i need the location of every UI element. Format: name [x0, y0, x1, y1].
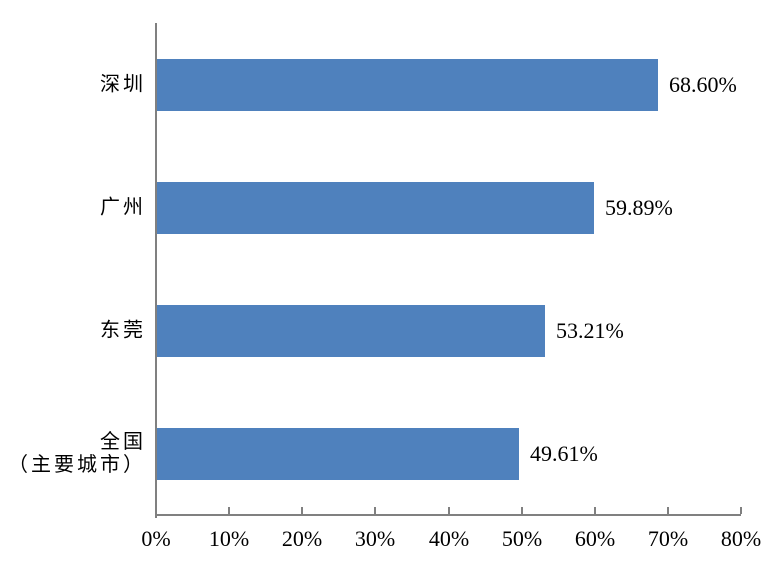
x-axis-tick — [228, 507, 230, 514]
x-axis-tick-label: 50% — [501, 526, 543, 551]
category-label: 东莞 — [100, 319, 146, 342]
bar — [157, 59, 658, 111]
bar-value-label: 68.60% — [669, 71, 737, 97]
x-axis-tick — [740, 507, 742, 514]
bar-value-label: 59.89% — [605, 194, 673, 220]
x-axis-tick-label: 80% — [720, 526, 762, 551]
bar — [157, 182, 594, 234]
x-axis-tick-label: 10% — [208, 526, 250, 551]
bar — [157, 428, 519, 480]
x-axis-tick-label: 20% — [281, 526, 323, 551]
category-label: 深圳 — [100, 73, 146, 96]
x-axis-tick — [448, 507, 450, 514]
x-axis-tick-label: 70% — [647, 526, 689, 551]
x-axis-tick-label: 30% — [354, 526, 396, 551]
x-axis-tick — [521, 507, 523, 514]
x-axis-tick-label: 40% — [428, 526, 470, 551]
x-axis-tick-label: 60% — [574, 526, 616, 551]
category-label: 广州 — [100, 196, 146, 219]
bar — [157, 305, 545, 357]
x-axis-line — [155, 514, 741, 516]
x-axis-tick — [667, 507, 669, 514]
x-axis-tick — [594, 507, 596, 514]
x-axis-tick — [301, 507, 303, 514]
x-axis-tick — [374, 507, 376, 514]
x-axis-tick-label: 0% — [141, 526, 171, 551]
bar-value-label: 49.61% — [530, 440, 598, 466]
bar-value-label: 53.21% — [556, 317, 624, 343]
y-axis-line — [155, 23, 157, 518]
category-label: 全国 （主要城市） — [8, 431, 146, 476]
